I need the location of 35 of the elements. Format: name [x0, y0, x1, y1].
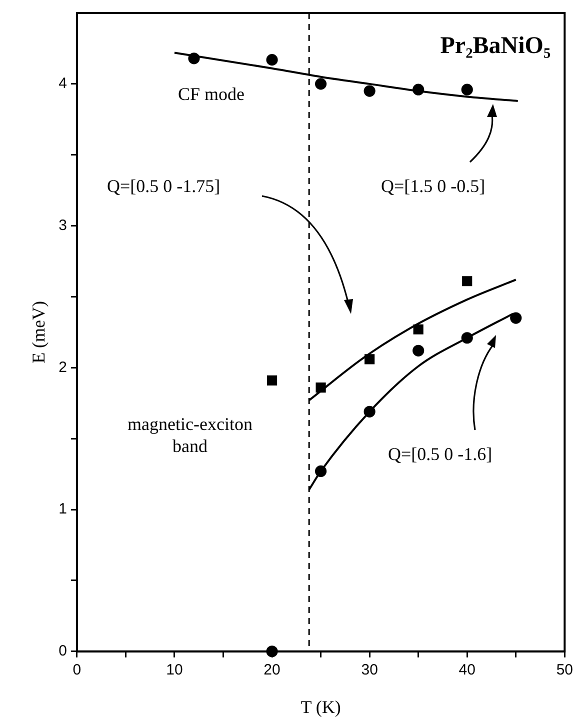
point [462, 276, 472, 286]
point [412, 84, 424, 96]
text: Pr₂BaNiO₅ [440, 33, 551, 59]
point [364, 406, 376, 418]
point [315, 465, 327, 478]
point [461, 332, 473, 344]
x-tick-label: 50 [556, 662, 573, 679]
point [266, 54, 278, 66]
y-tick-label: 4 [58, 75, 67, 92]
annotation: magnetic-exciton band [128, 414, 252, 456]
x-tick-label: 10 [166, 662, 183, 679]
point [413, 324, 424, 334]
annotation: Q=[0.5 0 -1.6] [388, 444, 492, 464]
y-tick-label: 2 [58, 358, 67, 376]
point [510, 312, 522, 324]
point [315, 78, 327, 90]
point [316, 382, 326, 393]
annotation: Q=[1.5 0 -0.5] [381, 176, 486, 196]
point [461, 84, 473, 96]
y-tick-label: 0 [58, 642, 67, 660]
x-tick-label: 30 [361, 662, 378, 679]
y-tick-label: 1 [58, 500, 67, 518]
point [266, 375, 278, 386]
point [188, 52, 200, 64]
x-axis-title: T (K) [300, 696, 341, 717]
x-tick-label: 0 [72, 662, 82, 679]
point [364, 354, 375, 364]
y-tick-label: 3 [58, 216, 67, 234]
annotation: CF mode [178, 84, 245, 104]
annotation: Q=[0.5 0 -1.75] [107, 176, 220, 196]
x-tick-label: 20 [264, 662, 280, 679]
x-tick-label: 40 [458, 662, 476, 679]
point [412, 344, 424, 356]
y-axis-title: E (meV) [28, 300, 49, 364]
point [364, 85, 376, 97]
